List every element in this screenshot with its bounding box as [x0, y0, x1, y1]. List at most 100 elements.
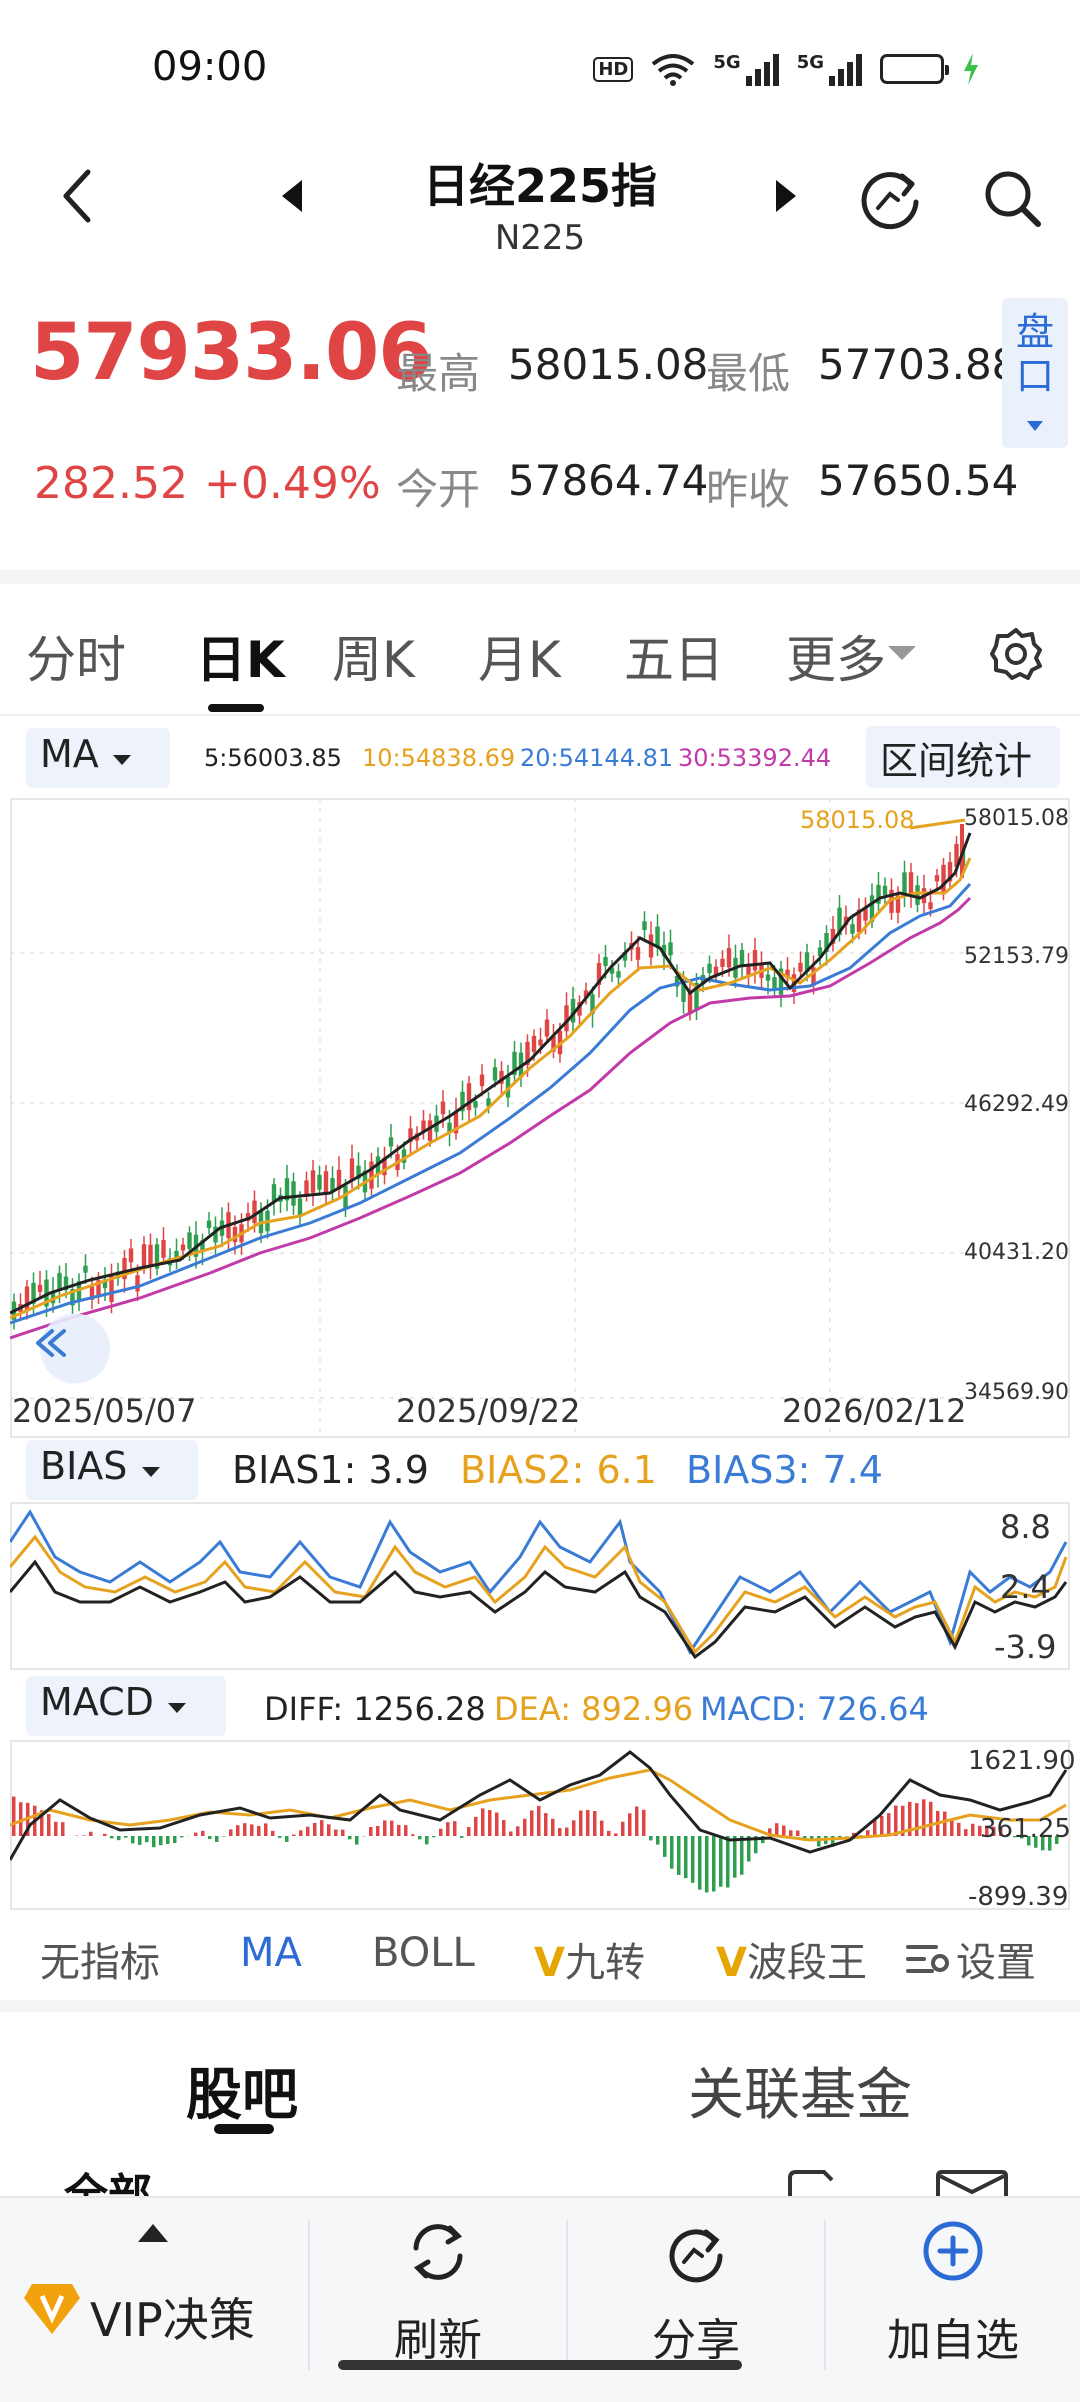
bias-selector-label: BIAS: [40, 1444, 127, 1488]
tab-monthly-k[interactable]: 月K: [478, 620, 561, 692]
next-item-icon[interactable]: [770, 176, 800, 216]
refresh-icon: [406, 2220, 470, 2284]
macd-bar: [467, 1827, 471, 1836]
share-refresh-icon[interactable]: [858, 164, 924, 230]
candle-body: [161, 1240, 165, 1258]
macd-chart[interactable]: [10, 1740, 1070, 1910]
hd-voice-icon: HD: [593, 57, 633, 82]
indicator-boduanwang-button[interactable]: V波段王: [716, 1930, 867, 1988]
macd-bar: [628, 1813, 632, 1836]
filter-all-label[interactable]: 全部: [64, 2172, 152, 2198]
macd-bar: [194, 1833, 198, 1836]
candle-body: [766, 975, 770, 981]
gear-icon[interactable]: [986, 624, 1046, 684]
ma-indicator-selector[interactable]: MA: [26, 728, 170, 788]
macd-bar: [89, 1832, 93, 1836]
open-label: 今开: [396, 456, 480, 517]
candle-body: [642, 921, 646, 930]
candle-body: [538, 1039, 542, 1045]
settings-label: 设置: [956, 1930, 1036, 1988]
candle-body: [38, 1285, 42, 1292]
macd-bar: [222, 1836, 226, 1837]
bias-chart[interactable]: [10, 1502, 1070, 1670]
tab-daily-k[interactable]: 日K: [196, 620, 285, 692]
settings-sliders-icon: [906, 1941, 950, 1977]
change-percent: +0.49%: [204, 458, 381, 509]
macd-bar: [411, 1834, 415, 1836]
candle-body: [545, 1020, 549, 1037]
order-book-button[interactable]: 盘 口: [1002, 298, 1068, 448]
message-icon[interactable]: [934, 2168, 1010, 2196]
tab-five-day[interactable]: 五日: [624, 620, 724, 692]
kline-chart[interactable]: [10, 798, 1070, 1438]
macd-bar: [166, 1836, 170, 1844]
refresh-label: 刷新: [310, 2304, 566, 2368]
macd-bar: [621, 1822, 625, 1836]
indicator-settings-button[interactable]: 设置: [906, 1930, 1036, 1988]
macd-bar: [600, 1821, 604, 1836]
candle-body: [915, 885, 919, 905]
candle-body: [616, 971, 620, 977]
refresh-button[interactable]: 刷新: [310, 2198, 566, 2402]
macd-bar: [971, 1824, 975, 1836]
macd-bar: [299, 1830, 303, 1836]
candle-body: [720, 959, 724, 967]
macd-bar: [180, 1836, 184, 1837]
candle-body: [181, 1245, 185, 1251]
macd-diff-value: DIFF: 1256.28: [264, 1690, 486, 1728]
macd-bar: [404, 1825, 408, 1836]
macd-bar: [306, 1827, 310, 1836]
macd-bar: [390, 1821, 394, 1836]
macd-bar: [208, 1836, 212, 1839]
tab-more[interactable]: 更多: [786, 620, 886, 692]
macd-bar: [817, 1836, 821, 1846]
macd-indicator-selector[interactable]: MACD: [26, 1676, 226, 1736]
bias-y-tick-2: 2.4: [1000, 1568, 1051, 1606]
macd-bar: [586, 1810, 590, 1836]
kline-scroll-left-icon[interactable]: [40, 1314, 110, 1384]
macd-bar: [950, 1820, 954, 1836]
share-button[interactable]: 分享: [568, 2198, 824, 2402]
low-label: 最低: [706, 340, 790, 401]
candle-body: [909, 872, 913, 895]
macd-bar: [880, 1816, 884, 1836]
candle-body: [480, 1074, 484, 1086]
range-stats-button[interactable]: 区间统计: [866, 726, 1060, 788]
vip-decision-button[interactable]: VIP决策: [0, 2198, 308, 2402]
macd-bar: [173, 1836, 177, 1843]
macd-bar: [719, 1836, 723, 1887]
tab-related-funds[interactable]: 关联基金: [688, 2050, 912, 2131]
tab-forum[interactable]: 股吧: [186, 2050, 298, 2131]
v-badge-icon: V: [534, 1940, 565, 1986]
indicator-ma-button[interactable]: MA: [240, 1930, 302, 1976]
search-icon[interactable]: [980, 166, 1044, 230]
macd-bar: [614, 1833, 618, 1836]
bias-indicator-selector[interactable]: BIAS: [26, 1440, 198, 1500]
macd-bar: [446, 1822, 450, 1836]
tab-intraday[interactable]: 分时: [26, 620, 126, 692]
section-separator-2: [0, 2000, 1080, 2012]
macd-bar: [733, 1836, 737, 1878]
indicator-jiuzhuan-button[interactable]: V九转: [534, 1930, 645, 1988]
signal-icon-2: 5G: [797, 52, 862, 86]
candle-body: [369, 1162, 373, 1189]
candle-body: [727, 948, 731, 967]
x-date-3: 2026/02/12: [782, 1392, 966, 1430]
add-watchlist-button[interactable]: 加自选: [826, 2198, 1080, 2402]
candle-body: [649, 935, 653, 958]
edit-post-icon[interactable]: [784, 2168, 844, 2196]
macd-bar: [782, 1826, 786, 1836]
indicator-none-button[interactable]: 无指标: [40, 1930, 160, 1988]
macd-bar: [341, 1830, 345, 1836]
low-value: 57703.88: [818, 340, 1018, 389]
candle-body: [272, 1184, 276, 1202]
tab-weekly-k[interactable]: 周K: [332, 620, 415, 692]
candle-body: [740, 950, 744, 967]
macd-bar: [397, 1825, 401, 1836]
bias-y-tick-3: -3.9: [994, 1628, 1056, 1666]
open-value: 57864.74: [508, 456, 708, 505]
macd-bar: [691, 1836, 695, 1883]
candle-body: [772, 977, 776, 989]
ma5-value: 5:56003.85: [204, 744, 342, 772]
indicator-boll-button[interactable]: BOLL: [372, 1930, 475, 1976]
